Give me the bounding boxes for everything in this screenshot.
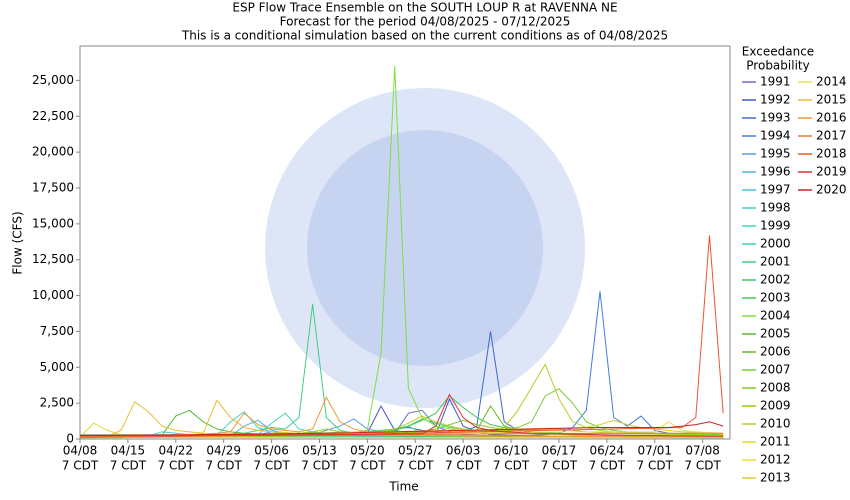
legend-title: Probability bbox=[746, 59, 809, 73]
legend-label: 2004 bbox=[760, 309, 791, 323]
legend-label: 1996 bbox=[760, 165, 791, 179]
legend-label: 2005 bbox=[760, 327, 791, 341]
legend-label: 2019 bbox=[816, 165, 847, 179]
x-tick-sublabel: 7 CDT bbox=[205, 459, 242, 473]
legend-label: 2012 bbox=[760, 453, 791, 467]
x-tick-label: 05/06 bbox=[254, 444, 289, 458]
legend-label: 2003 bbox=[760, 291, 791, 305]
x-tick-sublabel: 7 CDT bbox=[301, 459, 338, 473]
legend-label: 2009 bbox=[760, 399, 791, 413]
legend-label: 2018 bbox=[816, 147, 847, 161]
legend-label: 1994 bbox=[760, 129, 791, 143]
legend-label: 2001 bbox=[760, 255, 791, 269]
watermark-disc bbox=[265, 88, 585, 408]
x-tick-label: 07/01 bbox=[637, 444, 672, 458]
chart-subtitle: Forecast for the period 04/08/2025 - 07/… bbox=[280, 15, 571, 29]
x-tick-sublabel: 7 CDT bbox=[541, 459, 578, 473]
x-tick-label: 06/03 bbox=[446, 444, 481, 458]
y-tick-label: 7,500 bbox=[40, 324, 74, 338]
legend-label: 2002 bbox=[760, 273, 791, 287]
legend-label: 1991 bbox=[760, 75, 791, 89]
x-tick-sublabel: 7 CDT bbox=[589, 459, 626, 473]
series-line bbox=[80, 421, 724, 436]
legend-label: 2000 bbox=[760, 237, 791, 251]
x-tick-label: 05/20 bbox=[350, 444, 385, 458]
chart-title: ESP Flow Trace Ensemble on the SOUTH LOU… bbox=[232, 1, 617, 15]
x-tick-label: 06/24 bbox=[590, 444, 625, 458]
y-tick-label: 0 bbox=[66, 432, 74, 446]
x-tick-label: 05/13 bbox=[302, 444, 337, 458]
legend-label: 2010 bbox=[760, 417, 791, 431]
series-line bbox=[80, 393, 724, 437]
watermark bbox=[265, 88, 585, 408]
y-tick-label: 2,500 bbox=[40, 396, 74, 410]
y-tick-label: 25,000 bbox=[32, 73, 74, 87]
x-tick-sublabel: 7 CDT bbox=[110, 459, 147, 473]
x-tick-label: 06/17 bbox=[542, 444, 577, 458]
x-tick-sublabel: 7 CDT bbox=[445, 459, 482, 473]
x-tick-label: 04/08 bbox=[63, 444, 98, 458]
x-tick-label: 05/27 bbox=[398, 444, 433, 458]
x-tick-sublabel: 7 CDT bbox=[62, 459, 99, 473]
y-tick-label: 17,500 bbox=[32, 180, 74, 194]
x-tick-label: 04/29 bbox=[206, 444, 241, 458]
x-tick-sublabel: 7 CDT bbox=[493, 459, 530, 473]
legend-label: 1999 bbox=[760, 219, 791, 233]
legend-label: 2014 bbox=[816, 75, 847, 89]
legend-label: 1993 bbox=[760, 111, 791, 125]
x-tick-sublabel: 7 CDT bbox=[397, 459, 434, 473]
y-axis-label: Flow (CFS) bbox=[11, 211, 25, 274]
legend-label: 1995 bbox=[760, 147, 791, 161]
x-tick-label: 04/15 bbox=[111, 444, 146, 458]
legend-label: 2015 bbox=[816, 93, 847, 107]
watermark-inner bbox=[307, 130, 543, 366]
legend-label: 2006 bbox=[760, 345, 791, 359]
x-tick-sublabel: 7 CDT bbox=[158, 459, 195, 473]
x-tick-label: 06/10 bbox=[494, 444, 529, 458]
legend-label: 2017 bbox=[816, 129, 847, 143]
legend-label: 2013 bbox=[760, 471, 791, 485]
x-tick-label: 04/22 bbox=[158, 444, 193, 458]
legend-label: 1998 bbox=[760, 201, 791, 215]
series-line bbox=[80, 235, 724, 438]
y-tick-label: 20,000 bbox=[32, 145, 74, 159]
x-tick-label: 07/08 bbox=[685, 444, 720, 458]
x-tick-sublabel: 7 CDT bbox=[684, 459, 721, 473]
chart-note: This is a conditional simulation based o… bbox=[181, 29, 668, 43]
y-tick-label: 12,500 bbox=[32, 252, 74, 266]
y-tick-label: 10,000 bbox=[32, 288, 74, 302]
y-tick-label: 22,500 bbox=[32, 109, 74, 123]
legend-label: 2008 bbox=[760, 381, 791, 395]
x-tick-sublabel: 7 CDT bbox=[349, 459, 386, 473]
legend-label: 1992 bbox=[760, 93, 791, 107]
legend-label: 1997 bbox=[760, 183, 791, 197]
x-axis-label: Time bbox=[388, 480, 418, 494]
plot-frame bbox=[79, 45, 731, 440]
x-tick-sublabel: 7 CDT bbox=[637, 459, 674, 473]
legend-label: 2011 bbox=[760, 435, 791, 449]
legend-label: 2007 bbox=[760, 363, 791, 377]
legend-label: 2016 bbox=[816, 111, 847, 125]
legend-label: 2020 bbox=[816, 183, 847, 197]
x-tick-sublabel: 7 CDT bbox=[253, 459, 290, 473]
y-tick-label: 15,000 bbox=[32, 216, 74, 230]
legend-title: Exceedance bbox=[742, 45, 814, 59]
y-tick-label: 5,000 bbox=[40, 360, 74, 374]
